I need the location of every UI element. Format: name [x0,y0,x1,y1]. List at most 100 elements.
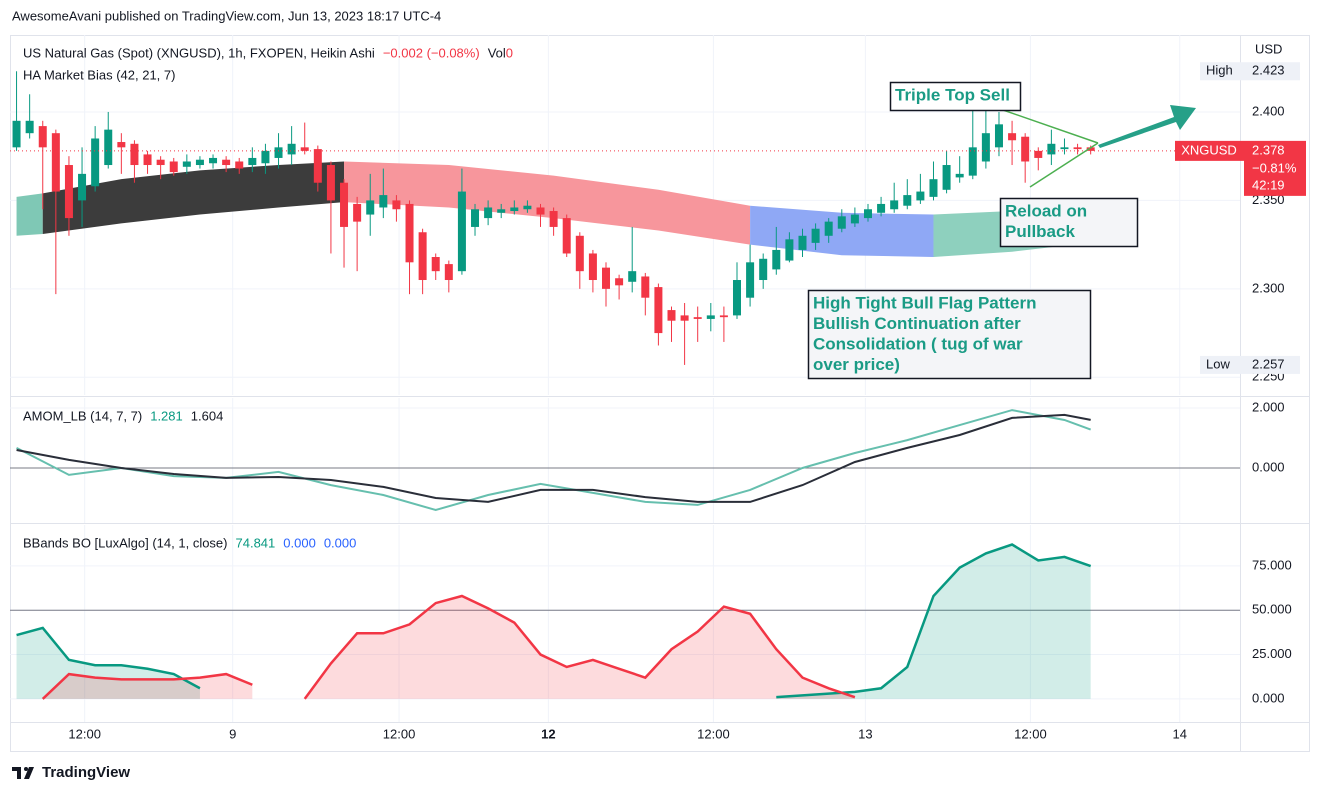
last-change: −0.81% [1252,160,1297,175]
x-tick-label: 12:00 [697,726,730,741]
candle-body [981,133,990,162]
candle-body [91,138,100,187]
line [16,413,1091,503]
x-tick-label: 12:00 [68,726,101,741]
candle-body [104,129,113,166]
candle-body [798,235,807,250]
candle-body [523,205,532,210]
candle-body [916,191,925,201]
candle-body [379,195,388,208]
footer-brand: TradingView [42,764,130,781]
y-tick-label: 75.000 [1252,557,1292,572]
bias-band [42,161,345,235]
candle-body [824,221,833,236]
candle-body [261,150,270,164]
legend-value: 74.841 [236,535,276,550]
candle-body [471,209,480,227]
candle-body [772,249,781,270]
candle-body [575,235,584,272]
candle-body [667,310,676,321]
candle-body [64,165,73,219]
candle-body [431,257,440,272]
countdown: 42:19 [1252,177,1285,192]
indicator-title: AMOM_LB (14, 7, 7) [23,408,142,423]
candle-body [628,271,637,282]
indicator-title: BBands BO [LuxAlgo] (14, 1, close) [23,535,228,550]
y-tick-label: 2.300 [1252,280,1285,295]
candle-body [326,165,335,201]
candle-body [497,209,506,213]
x-tick-label: 12:00 [383,726,416,741]
annotation-box [999,197,1139,248]
candle-body [1008,133,1017,141]
candle-body [929,179,938,197]
candle-body [457,191,466,272]
candle-body [143,154,152,166]
candle-body [366,200,375,215]
low-label-box [1200,355,1300,374]
candle-body [615,278,624,286]
candle-body [706,315,715,319]
candle-body [274,147,283,158]
annotation-text: Bullish Continuation after [813,314,1021,333]
candle-body [955,173,964,178]
x-tick-label: 12 [541,726,555,741]
last-price: 2.378 [1252,142,1285,157]
bias-band [344,161,751,245]
x-tick-label: 13 [858,726,872,741]
candle-body [182,161,191,167]
symbol-label: XNGUSD [1181,142,1237,157]
candle-body [1021,136,1030,162]
candle-body [405,203,414,263]
trend-line [1002,109,1099,144]
last-price-box [1244,140,1306,196]
y-tick-label: 0.000 [1252,690,1285,705]
logo-icon [12,767,34,779]
candle-body [222,159,231,166]
marks [10,71,1240,700]
annotation-text: Reload on [1005,201,1087,220]
y-tick-label: 50.000 [1252,602,1292,617]
annotation-text: High Tight Bull Flag Pattern [813,293,1037,312]
candle-body [195,159,204,166]
series-title: US Natural Gas (Spot) (XNGUSD), 1h, FXOP… [23,45,375,60]
price-change: −0.002 (−0.08%) [383,45,480,60]
candle-body [588,253,597,281]
candle-body [156,159,165,166]
line [16,626,201,690]
y-unit: USD [1255,41,1282,56]
volume-label: Vol [488,45,506,60]
y-tick-label: 25.000 [1252,646,1292,661]
frame [10,35,1310,752]
y-tick-label: 2.400 [1252,103,1285,118]
candle-body [25,120,34,134]
candle-body [1086,147,1095,151]
candle-body [418,232,427,281]
candle-body [877,203,886,213]
annotation-text: Consolidation ( tug of war [813,334,1023,353]
high-label: High [1206,63,1233,78]
candle-body [536,207,545,215]
candle-body [654,287,663,334]
candle-body [235,161,244,169]
publish-header: AwesomeAvani published on TradingView.co… [12,8,441,23]
grid [10,35,1240,722]
candle-body [732,280,741,316]
legend-value: 1.604 [191,408,224,423]
candle-body [994,124,1003,148]
bias-band [16,193,43,236]
high-value: 2.423 [1252,63,1285,78]
pattern-drawing [1002,105,1196,188]
candle-body [693,317,702,319]
candle-body [1073,147,1082,150]
legend-value: 0.000 [324,535,357,550]
labels: 12:00 9 12:00 12 12:00 13 12:00 142.2502.3002.3… [23,41,1306,741]
candle-body [719,315,728,318]
candle-body [444,264,453,281]
high-label-box [1200,62,1300,81]
candle-body [1034,150,1043,158]
line [16,409,1092,512]
annotation-text: Triple Top Sell [895,85,1010,104]
